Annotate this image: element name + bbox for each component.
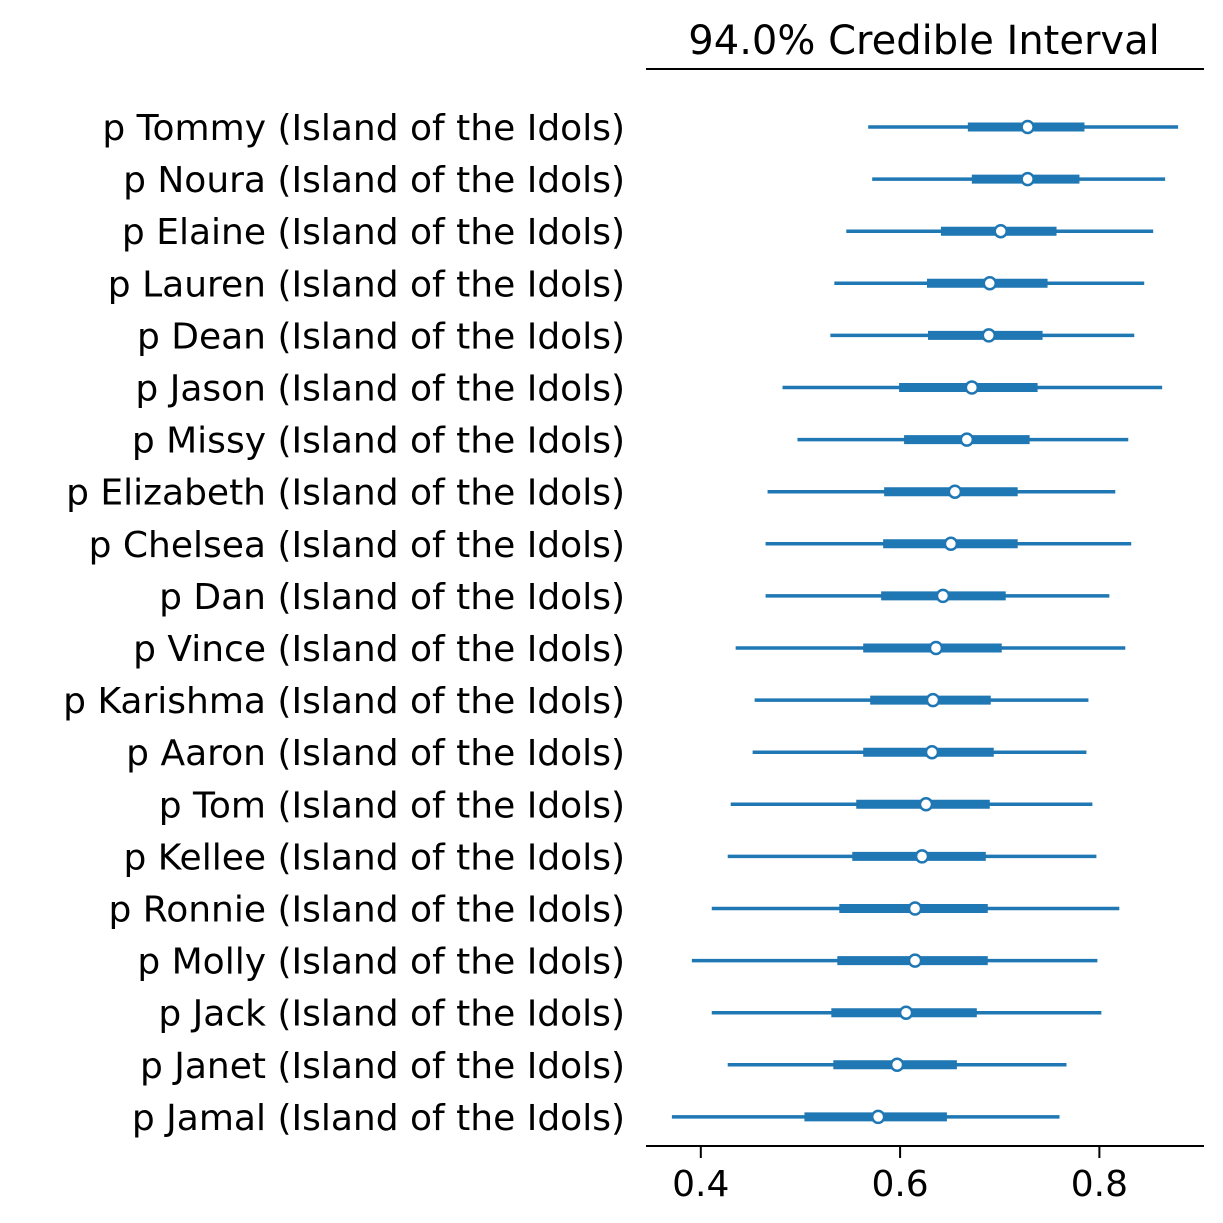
median-point — [943, 536, 959, 552]
row-label: p Jamal (Island of the Idols) — [132, 1098, 625, 1139]
row-label: p Chelsea (Island of the Idols) — [89, 525, 625, 566]
row-label: p Noura (Island of the Idols) — [123, 160, 625, 201]
interval-row: p Kellee (Island of the Idols) — [123, 837, 1097, 878]
interval-row: p Jack (Island of the Idols) — [158, 994, 1102, 1035]
median-point — [914, 849, 930, 864]
interval-row: p Dan (Island of the Idols) — [159, 577, 1110, 618]
row-label: p Vince (Island of the Idols) — [133, 629, 625, 670]
interval-row: p Janet (Island of the Idols) — [140, 1046, 1067, 1087]
row-label: p Karishma (Island of the Idols) — [63, 681, 625, 722]
interval-row: p Molly (Island of the Idols) — [137, 942, 1098, 983]
interval-rows: p Tommy (Island of the Idols) p Noura (Is… — [63, 108, 1179, 1139]
row-label: p Ronnie (Island of the Idols) — [109, 890, 626, 931]
row-label: p Kellee (Island of the Idols) — [123, 837, 625, 878]
row-label: p Aaron (Island of the Idols) — [126, 733, 625, 774]
interval-row: p Chelsea (Island of the Idols) — [89, 525, 1132, 566]
median-point — [981, 328, 997, 343]
median-point — [907, 953, 923, 968]
row-label: p Lauren (Island of the Idols) — [108, 264, 625, 305]
interval-row: p Dean (Island of the Idols) — [137, 316, 1135, 357]
median-point — [993, 223, 1008, 239]
median-point — [925, 692, 941, 708]
x-axis-ticks: 0.4 0.6 0.8 — [672, 1146, 1128, 1205]
median-point — [924, 744, 940, 760]
row-label: p Elizabeth (Island of the Idols) — [66, 473, 625, 514]
row-label: p Missy (Island of the Idols) — [132, 421, 625, 462]
interval-row: p Noura (Island of the Idols) — [123, 160, 1166, 201]
x-tick-label: 0.6 — [871, 1164, 928, 1205]
x-tick-label: 0.8 — [1071, 1164, 1128, 1205]
row-label: p Tom (Island of the Idols) — [159, 785, 625, 826]
row-label: p Dean (Island of the Idols) — [137, 316, 625, 357]
row-label: p Molly (Island of the Idols) — [137, 942, 625, 983]
median-point — [935, 588, 951, 604]
x-tick-label: 0.4 — [672, 1164, 729, 1205]
median-point — [1020, 171, 1035, 187]
interval-row: p Lauren (Island of the Idols) — [108, 264, 1145, 305]
median-point — [1020, 119, 1035, 135]
interval-row: p Aaron (Island of the Idols) — [126, 733, 1087, 774]
row-label: p Elaine (Island of the Idols) — [122, 212, 625, 253]
interval-row: p Vince (Island of the Idols) — [133, 629, 1126, 670]
interval-row: p Elizabeth (Island of the Idols) — [66, 473, 1116, 514]
interval-row: p Missy (Island of the Idols) — [132, 421, 1129, 462]
row-label: p Jack (Island of the Idols) — [158, 994, 625, 1035]
median-point — [959, 432, 975, 447]
median-point — [870, 1109, 886, 1125]
median-point — [947, 484, 963, 499]
median-point — [964, 380, 980, 395]
interval-row: p Elaine (Island of the Idols) — [122, 212, 1154, 253]
chart-title: 94.0% Credible Interval — [688, 18, 1159, 64]
interval-row: p Tommy (Island of the Idols) — [102, 108, 1179, 149]
median-point — [907, 901, 923, 916]
row-label: p Dan (Island of the Idols) — [159, 577, 625, 618]
interval-row: p Tom (Island of the Idols) — [159, 785, 1093, 826]
median-point — [928, 640, 944, 656]
median-point — [889, 1057, 905, 1073]
interval-row: p Ronnie (Island of the Idols) — [109, 890, 1120, 931]
row-label: p Janet (Island of the Idols) — [140, 1046, 625, 1087]
median-point — [918, 797, 934, 812]
median-point — [898, 1005, 914, 1020]
interval-row: p Jason (Island of the Idols) — [135, 369, 1163, 410]
row-label: p Tommy (Island of the Idols) — [102, 108, 625, 149]
interval-row: p Jamal (Island of the Idols) — [132, 1098, 1060, 1139]
row-label: p Jason (Island of the Idols) — [135, 369, 625, 410]
interval-row: p Karishma (Island of the Idols) — [63, 681, 1089, 722]
median-point — [982, 276, 998, 291]
